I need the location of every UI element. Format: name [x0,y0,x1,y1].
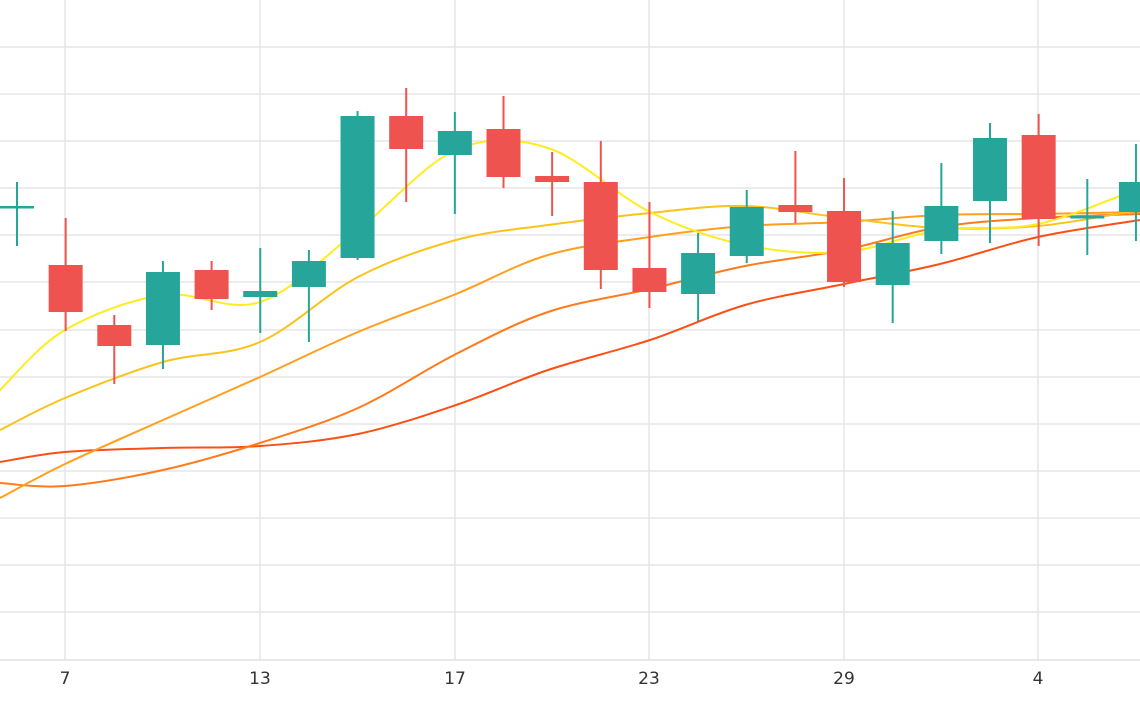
candle-body-down [583,182,618,270]
x-tick-label: 29 [833,669,855,689]
x-tick-label: 7 [60,669,71,689]
candle-body-down [632,268,667,292]
candles [0,88,1140,384]
candle-body-up [729,207,764,256]
moving-average-line [0,213,1140,488]
candle-body-down [194,270,229,299]
candle-body-up [437,131,472,155]
candle [778,151,813,223]
candle [632,202,667,308]
candle-body-down [778,205,813,212]
candle-body-up [291,261,326,287]
candle-body-down [48,265,83,312]
candle-body-up [243,291,278,297]
candle [729,190,764,263]
candle-body-down [389,116,424,149]
candle [827,178,862,287]
candle [486,96,521,188]
candle-body-down [1021,135,1056,219]
candle-body-up [0,206,34,209]
candle [583,141,618,289]
candle [875,211,910,323]
candle-body-down [535,176,570,182]
candle [194,261,229,310]
candle [0,182,34,246]
candle [48,218,83,331]
moving-average-line [0,219,1140,463]
x-tick-label: 17 [444,669,466,689]
candle [291,250,326,342]
candle [973,123,1007,243]
candle [1118,144,1140,241]
candle [1070,179,1105,255]
candle [437,112,472,214]
moving-average-line [0,211,1140,499]
x-tick-label: 4 [1033,669,1044,689]
x-tick-label: 13 [249,669,271,689]
candle [535,152,570,216]
candle-body-down [827,211,862,282]
candle-body-down [486,129,521,177]
candle-body-up [681,253,716,294]
candle-body-down [97,325,132,346]
candle [681,233,716,321]
candle [1021,114,1056,246]
candle [145,261,180,369]
candle-body-up [924,206,959,241]
candle [97,315,132,384]
candle [243,248,278,333]
candle-body-up [973,138,1007,201]
candle-body-up [145,272,180,345]
candle [389,88,424,202]
candle [924,163,959,254]
x-tick-label: 23 [638,669,660,689]
x-axis: 7 13 17 23 29 4 [0,659,1140,689]
candle-body-up [340,116,375,258]
candle-body-up [1070,216,1105,219]
candle-body-up [875,243,910,285]
candle-body-up [1118,182,1140,212]
candle [340,111,375,260]
